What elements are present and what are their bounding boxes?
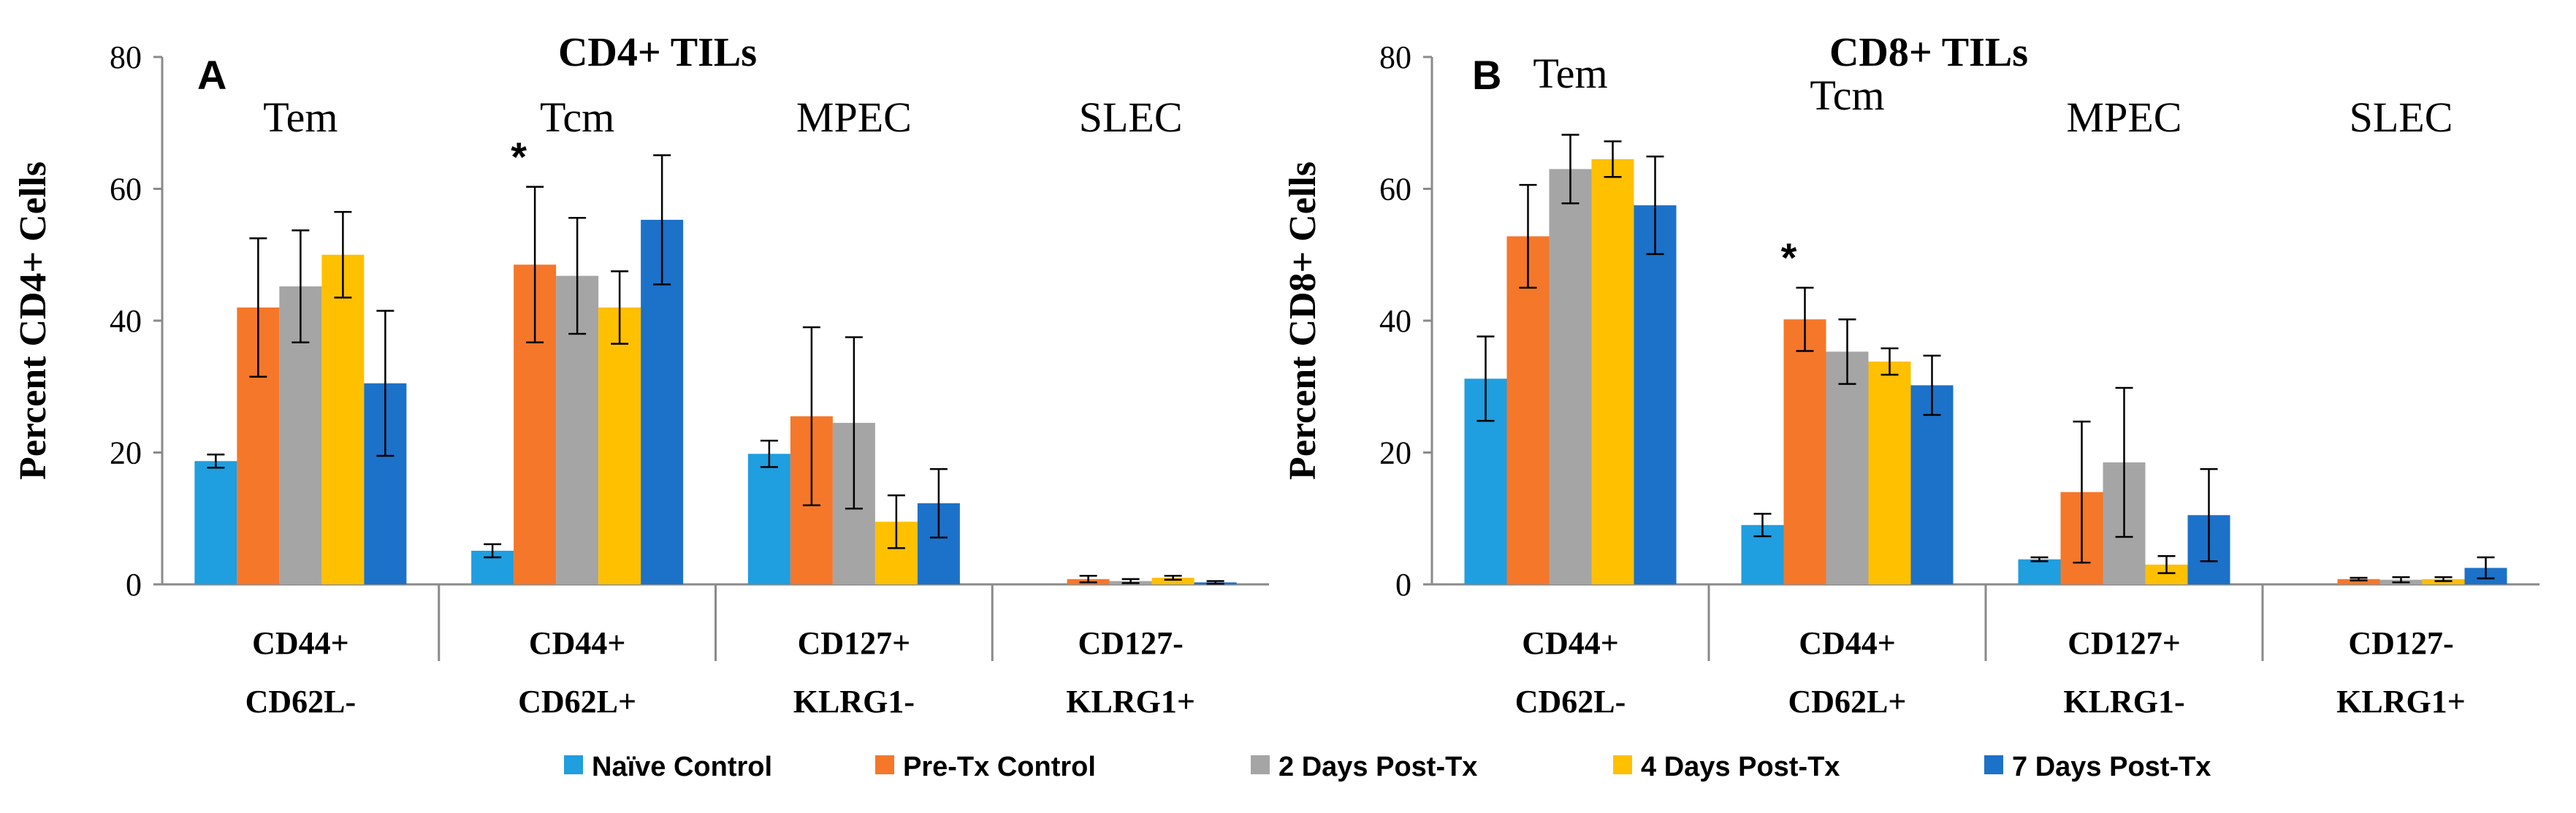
panel-a-category-label-line2: CD62L- bbox=[245, 684, 357, 720]
panel-b-category-label-line1: CD44+ bbox=[1799, 625, 1896, 661]
panel-a-y-tick-label: 0 bbox=[126, 567, 142, 603]
panel-b-y-tick-label: 60 bbox=[1379, 172, 1411, 207]
panel-a-panel-letter: A bbox=[197, 52, 226, 98]
panel-b-bar-1-4 bbox=[1910, 385, 1954, 584]
panel-b-group-title-tem: Tem bbox=[1533, 50, 1607, 97]
panel-a-y-tick-label: 20 bbox=[110, 435, 142, 471]
panel-b-significance-star: * bbox=[1781, 234, 1797, 280]
panel-b-panel-title: CD8+ TILs bbox=[1829, 30, 2028, 75]
panel-b-bar-1-2 bbox=[1826, 351, 1869, 584]
panel-b-bar-1-3 bbox=[1868, 361, 1911, 584]
panel-a-group-title-tem: Tem bbox=[263, 93, 338, 141]
panel-a-y-tick-label: 80 bbox=[110, 39, 142, 75]
panel-a-y-axis-label: Percent CD4+ Cells bbox=[12, 161, 54, 480]
panel-b-bar-0-3 bbox=[1591, 159, 1634, 584]
legend-swatch-3 bbox=[1613, 755, 1632, 774]
panel-b-y-tick-label: 40 bbox=[1379, 303, 1411, 339]
panel-b-group-title-slec: SLEC bbox=[2350, 93, 2453, 141]
legend-swatch-0 bbox=[564, 755, 583, 774]
legend-label-4: 7 Days Post-Tx bbox=[2012, 752, 2211, 782]
panel-b-panel-letter: B bbox=[1472, 52, 1501, 98]
panel-a-category-label-line2: CD62L+ bbox=[518, 684, 636, 720]
panel-b-category-label-line2: CD62L+ bbox=[1788, 684, 1907, 720]
panel-a-category-label-line1: CD127+ bbox=[798, 625, 911, 661]
panel-a-y-tick-label: 40 bbox=[110, 303, 142, 339]
panel-a-significance-star: * bbox=[511, 134, 527, 180]
panel-a-category-label-line2: KLRG1+ bbox=[1066, 684, 1195, 720]
panel-a-category-label-line1: CD44+ bbox=[252, 625, 349, 661]
panel-a-y-tick-label: 60 bbox=[110, 172, 142, 207]
panel-a-bar-3-3 bbox=[1151, 577, 1194, 584]
legend-swatch-2 bbox=[1251, 755, 1270, 774]
panel-a-bar-0-3 bbox=[321, 254, 365, 584]
panel-a-bar-1-3 bbox=[598, 307, 641, 584]
panel-b-group-title-mpec: MPEC bbox=[2067, 93, 2182, 141]
panel-b-category-label-line1: CD127+ bbox=[2068, 625, 2181, 661]
panel-b-bar-0-4 bbox=[1634, 205, 1677, 584]
panel-b-category-label-line1: CD44+ bbox=[1522, 625, 1619, 661]
panel-b-bar-3-1 bbox=[2337, 579, 2380, 584]
panel-b-y-tick-label: 20 bbox=[1379, 435, 1411, 471]
panel-a-group-title-tcm: Tcm bbox=[540, 93, 614, 141]
legend-swatch-1 bbox=[875, 755, 894, 774]
legend-label-2: 2 Days Post-Tx bbox=[1279, 752, 1477, 782]
panel-a-category-label-line1: CD44+ bbox=[529, 625, 626, 661]
panel-b-category-label-line2: KLRG1+ bbox=[2336, 684, 2466, 720]
panel-b-bar-0-2 bbox=[1549, 169, 1592, 585]
legend-label-1: Pre-Tx Control bbox=[903, 752, 1096, 782]
legend-label-3: 4 Days Post-Tx bbox=[1641, 752, 1840, 782]
panel-b-bar-2-0 bbox=[2018, 559, 2061, 584]
panel-b-bar-1-1 bbox=[1783, 319, 1826, 584]
legend-label-0: Naïve Control bbox=[592, 752, 772, 782]
legend-swatch-4 bbox=[1984, 755, 2003, 774]
panel-b-group-title-tcm: Tcm bbox=[1810, 72, 1884, 119]
panel-b-y-tick-label: 80 bbox=[1379, 39, 1411, 75]
panel-a-category-label-line1: CD127- bbox=[1078, 625, 1184, 661]
panel-b-y-axis-label: Percent CD8+ Cells bbox=[1282, 161, 1324, 480]
panel-b-category-label-line2: KLRG1- bbox=[2063, 684, 2184, 720]
panel-b-bar-0-1 bbox=[1506, 236, 1550, 584]
panel-b-category-label-line2: CD62L- bbox=[1515, 684, 1626, 720]
panel-b-y-tick-label: 0 bbox=[1395, 567, 1411, 603]
panel-a-group-title-slec: SLEC bbox=[1079, 93, 1183, 141]
panel-a-group-title-mpec: MPEC bbox=[796, 93, 912, 141]
panel-a-bar-2-0 bbox=[747, 454, 790, 584]
panel-a-bar-0-0 bbox=[194, 461, 237, 584]
panel-a-panel-title: CD4+ TILs bbox=[558, 30, 757, 75]
panel-a-category-label-line2: KLRG1- bbox=[793, 684, 915, 720]
panel-b-category-label-line1: CD127- bbox=[2348, 625, 2453, 661]
